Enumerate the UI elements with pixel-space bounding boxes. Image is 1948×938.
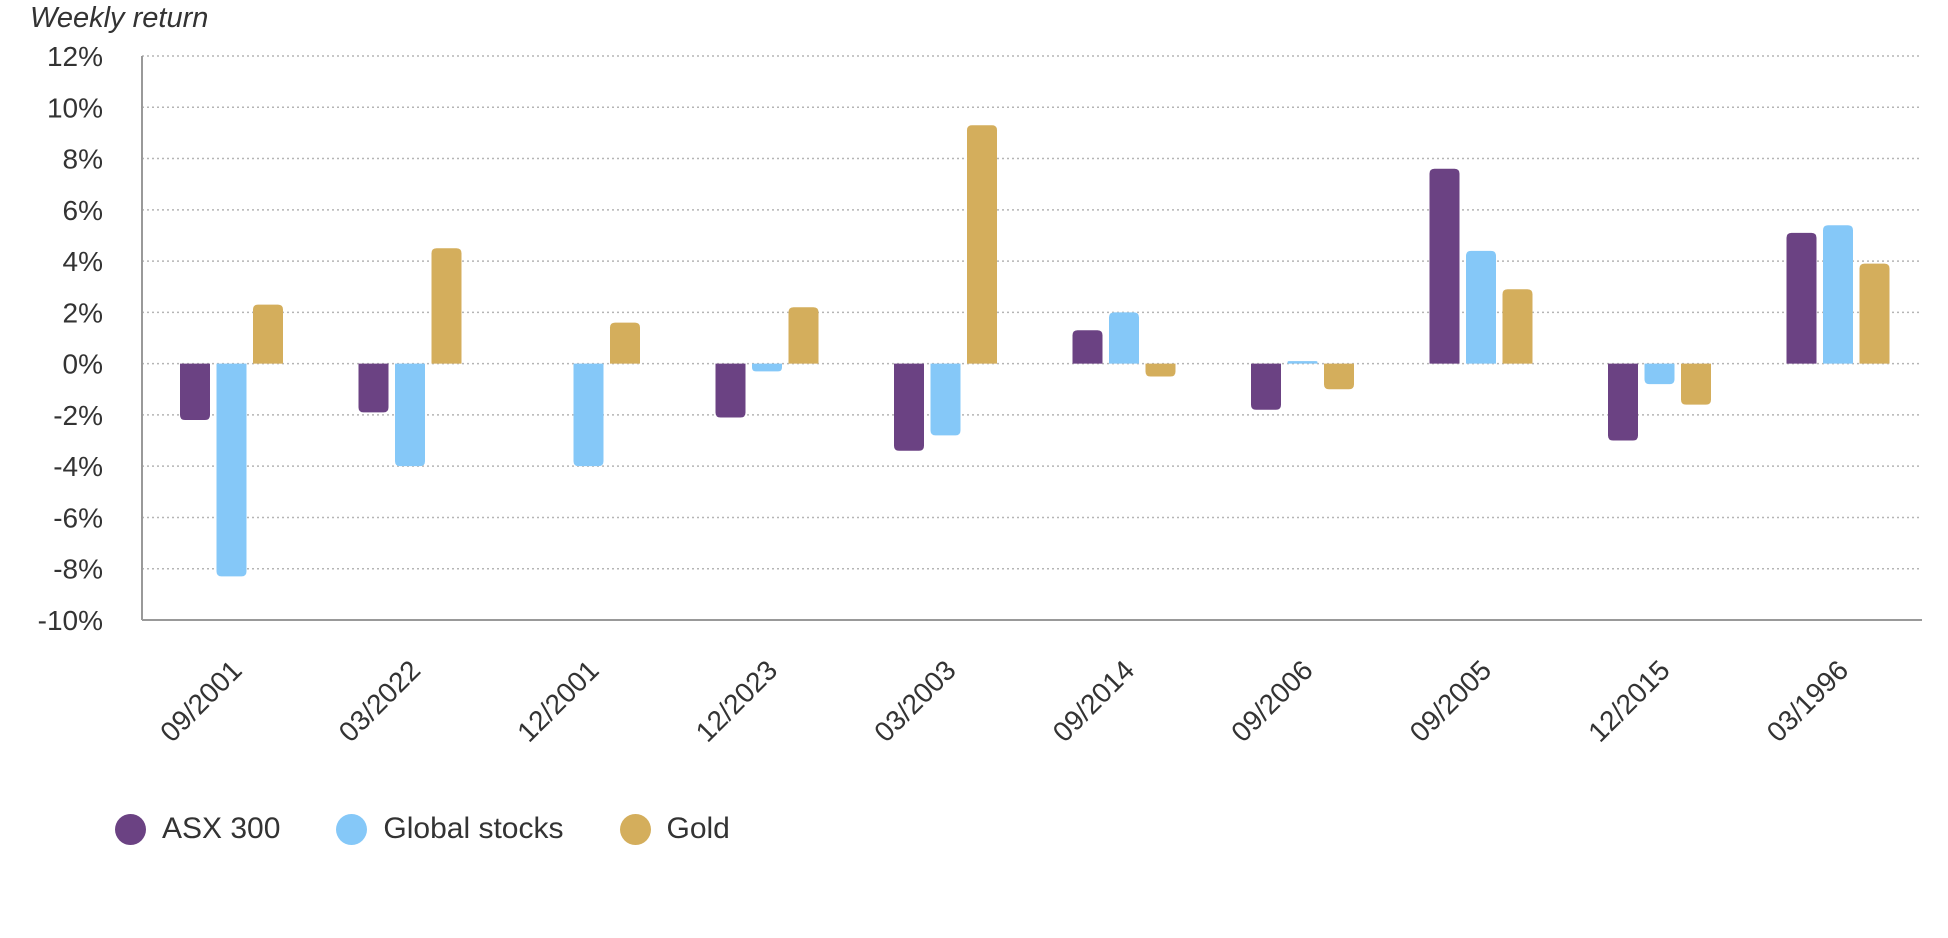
bar-global-stocks	[1287, 361, 1318, 364]
bar-global-stocks	[1823, 225, 1853, 364]
x-tick-label: 03/1996	[1761, 654, 1854, 747]
x-tick-label: 09/2014	[1047, 654, 1140, 747]
bar-global-stocks	[1466, 250, 1496, 364]
y-tick-label: 2%	[63, 297, 103, 328]
y-tick-label: -6%	[53, 502, 103, 533]
x-tick-labels: 09/2001 03/2022 12/2001 12/2023 03/2003 09/20…	[154, 654, 1854, 747]
bar-asx-300	[1072, 330, 1103, 364]
bar-gold	[431, 248, 462, 364]
x-tick-label: 03/2003	[868, 654, 961, 747]
y-tick-label: -10%	[38, 605, 103, 636]
bar-asx-300	[1251, 363, 1281, 410]
bar-asx-300	[358, 363, 389, 413]
legend-swatch	[619, 813, 651, 845]
x-tick-label: 09/2006	[1225, 654, 1318, 747]
y-tick-label: 8%	[63, 144, 103, 175]
bar-gold	[788, 307, 819, 364]
x-tick-label: 03/2022	[333, 654, 426, 747]
legend-label: Gold	[666, 812, 730, 845]
bar-gold	[1681, 363, 1711, 405]
legend-item-gold: Gold	[619, 812, 730, 846]
bar-gold	[967, 125, 997, 364]
bar-global-stocks	[752, 363, 782, 372]
legend-label: Global stocks	[383, 812, 564, 845]
x-tick-label: 12/2001	[511, 654, 604, 747]
bar-gold	[1859, 263, 1890, 364]
bar-global-stocks	[216, 363, 247, 577]
y-tick-label: 10%	[47, 92, 103, 123]
legend: ASX 300 Global stocks Gold	[115, 812, 786, 846]
y-tick-label: 0%	[63, 349, 103, 380]
y-tick-label: 6%	[63, 195, 103, 226]
x-tick-label: 12/2023	[690, 654, 783, 747]
bar-gold	[1502, 289, 1533, 364]
bar-asx-300	[1786, 232, 1817, 364]
legend-label: ASX 300	[162, 812, 281, 845]
y-tick-labels: 12% 10% 8% 6% 4% 2% 0% -2% -4% -6% -8% -10%	[38, 41, 103, 636]
y-axis-title: Weekly return	[30, 2, 209, 34]
bar-asx-300	[180, 363, 210, 421]
bar-asx-300	[894, 363, 924, 451]
bars	[180, 125, 1890, 577]
bar-global-stocks	[930, 363, 961, 436]
bar-global-stocks	[573, 363, 604, 467]
x-tick-label: 09/2005	[1404, 654, 1497, 747]
legend-item-global-stocks: Global stocks	[336, 812, 564, 846]
bar-asx-300	[1429, 168, 1460, 364]
x-tick-label: 09/2001	[154, 654, 247, 747]
bar-asx-300	[715, 363, 746, 418]
bar-global-stocks	[395, 363, 425, 467]
bar-gold	[1324, 363, 1354, 390]
x-tick-label: 12/2015	[1582, 654, 1675, 747]
bar-gold	[610, 322, 640, 364]
bar-gold	[253, 304, 283, 364]
y-tick-label: 4%	[63, 246, 103, 277]
bar-global-stocks	[1109, 312, 1139, 364]
y-tick-label: -4%	[53, 451, 103, 482]
legend-item-asx-300: ASX 300	[115, 812, 280, 846]
legend-swatch	[115, 813, 146, 845]
y-tick-label: -8%	[53, 554, 103, 585]
y-tick-label: 12%	[47, 41, 103, 72]
bar-gold	[1145, 363, 1176, 377]
legend-swatch	[336, 813, 368, 845]
grid-lines	[142, 55, 1922, 570]
bar-global-stocks	[1644, 363, 1675, 385]
y-tick-label: -2%	[53, 400, 103, 431]
axes	[141, 56, 1922, 621]
bar-asx-300	[1608, 363, 1638, 441]
